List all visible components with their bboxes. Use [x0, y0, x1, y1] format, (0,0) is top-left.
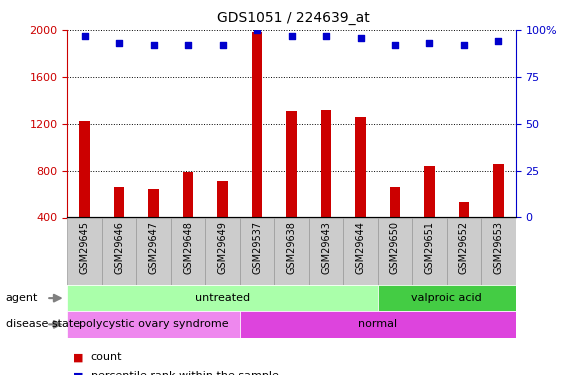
Text: ■: ■	[73, 371, 84, 375]
Bar	[240, 311, 516, 338]
Bar	[412, 217, 447, 285]
Text: GSM29537: GSM29537	[252, 221, 262, 274]
Text: GSM29647: GSM29647	[149, 221, 159, 274]
Text: GDS1051 / 224639_at: GDS1051 / 224639_at	[217, 11, 369, 25]
Bar	[493, 164, 503, 218]
Point	[149, 42, 158, 48]
Bar	[309, 217, 343, 285]
Bar	[80, 122, 90, 218]
Bar	[217, 181, 228, 218]
Text: polycystic ovary syndrome: polycystic ovary syndrome	[79, 320, 229, 329]
Bar	[343, 217, 378, 285]
Text: GSM29651: GSM29651	[424, 221, 434, 274]
Text: GSM29646: GSM29646	[114, 221, 124, 274]
Point	[356, 34, 365, 40]
Text: percentile rank within the sample: percentile rank within the sample	[91, 371, 279, 375]
Point	[459, 42, 469, 48]
Bar	[67, 285, 378, 311]
Point	[425, 40, 434, 46]
Text: agent: agent	[6, 293, 38, 303]
Point	[494, 38, 503, 44]
Bar	[287, 111, 297, 218]
Point	[80, 33, 89, 39]
Bar	[274, 217, 309, 285]
Bar	[321, 110, 331, 218]
Bar	[240, 217, 274, 285]
Text: GSM29650: GSM29650	[390, 221, 400, 274]
Point	[287, 33, 296, 39]
Text: untreated: untreated	[195, 293, 250, 303]
Bar	[447, 217, 481, 285]
Text: GSM29643: GSM29643	[321, 221, 331, 274]
Bar	[205, 217, 240, 285]
Bar	[424, 166, 435, 218]
Point	[183, 42, 193, 48]
Text: GSM29648: GSM29648	[183, 221, 193, 274]
Bar	[390, 187, 400, 218]
Point	[321, 33, 331, 39]
Text: GSM29638: GSM29638	[287, 221, 297, 274]
Bar	[481, 217, 516, 285]
Text: GSM29644: GSM29644	[356, 221, 366, 274]
Bar	[378, 217, 412, 285]
Bar	[252, 32, 262, 218]
Bar	[183, 172, 193, 217]
Text: GSM29645: GSM29645	[80, 221, 90, 274]
Point	[253, 27, 262, 33]
Point	[390, 42, 400, 48]
Bar	[67, 311, 240, 338]
Bar	[114, 187, 124, 218]
Bar	[137, 217, 171, 285]
Text: GSM29649: GSM29649	[217, 221, 227, 274]
Bar	[102, 217, 137, 285]
Text: valproic acid: valproic acid	[411, 293, 482, 303]
Bar	[148, 189, 159, 217]
Point	[218, 42, 227, 48]
Bar	[355, 117, 366, 218]
Bar	[171, 217, 205, 285]
Bar	[67, 217, 102, 285]
Text: disease state: disease state	[6, 320, 80, 329]
Point	[114, 40, 124, 46]
Text: ■: ■	[73, 352, 84, 363]
Text: normal: normal	[358, 320, 397, 329]
Text: GSM29653: GSM29653	[493, 221, 503, 274]
Bar	[378, 285, 516, 311]
Text: count: count	[91, 352, 122, 363]
Text: GSM29652: GSM29652	[459, 221, 469, 274]
Bar	[459, 202, 469, 217]
